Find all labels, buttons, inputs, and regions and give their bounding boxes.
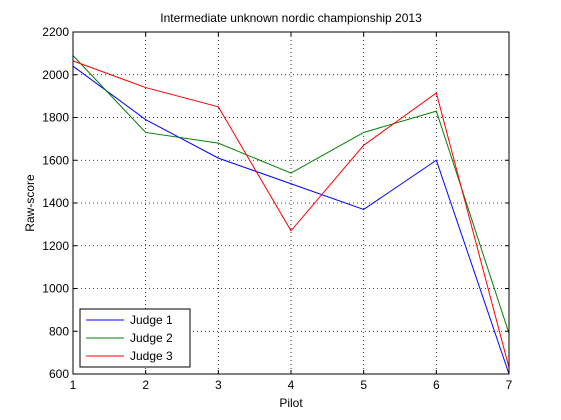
tick-labels: 1 2 3 4 5 6 7 600 800 1000 1200 1400 1600 1800 2000 220… — [42, 25, 512, 392]
x-tick-label: 1 — [70, 378, 77, 392]
y-tick-label: 800 — [49, 324, 69, 338]
legend: Judge 1 Judge 2 Judge 3 — [79, 308, 191, 368]
y-axis-label: Raw-score — [23, 174, 37, 232]
y-tick-label: 1800 — [42, 111, 69, 125]
x-tick-label: 3 — [215, 378, 222, 392]
y-tick-label: 1200 — [42, 239, 69, 253]
x-axis-label: Pilot — [279, 396, 303, 410]
legend-label: Judge 2 — [130, 331, 173, 345]
x-tick-label: 2 — [142, 378, 149, 392]
legend-label: Judge 3 — [130, 349, 173, 363]
y-tick-label: 2200 — [42, 25, 69, 39]
x-tick-label: 6 — [433, 378, 440, 392]
axis-ticks — [72, 31, 510, 375]
chart-title: Intermediate unknown nordic championship… — [160, 11, 422, 25]
y-tick-label: 2000 — [42, 68, 69, 82]
y-tick-label: 1400 — [42, 196, 69, 210]
series-line-judge-2 — [72, 55, 510, 334]
y-tick-label: 600 — [49, 367, 69, 381]
y-tick-label: 1000 — [42, 282, 69, 296]
x-tick-label: 5 — [360, 378, 367, 392]
x-tick-label: 7 — [506, 378, 513, 392]
y-tick-label: 1600 — [42, 153, 69, 167]
series-lines — [72, 55, 510, 375]
x-tick-label: 4 — [288, 378, 295, 392]
series-line-judge-1 — [72, 65, 510, 375]
series-line-judge-3 — [72, 60, 510, 368]
legend-label: Judge 1 — [130, 313, 173, 327]
